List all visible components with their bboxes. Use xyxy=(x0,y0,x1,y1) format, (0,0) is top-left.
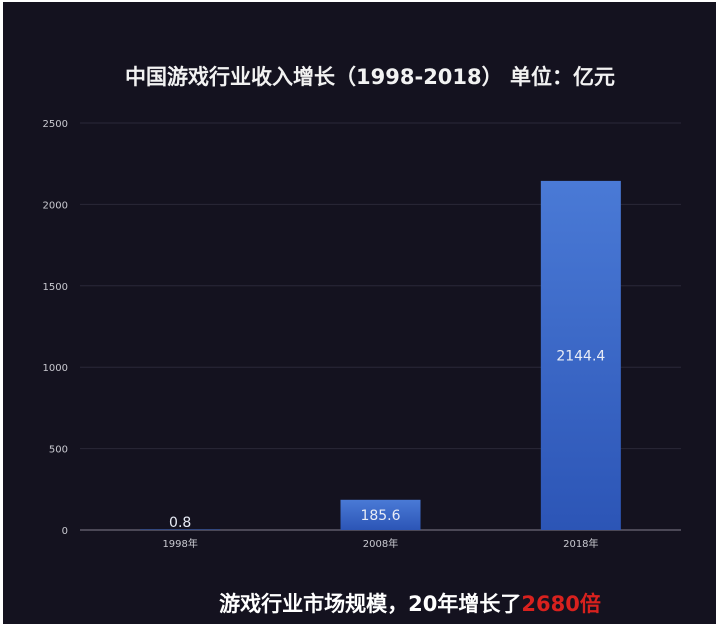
y-tick-label: 0 xyxy=(62,526,68,537)
data-label: 185.6 xyxy=(360,508,400,524)
x-tick-label: 1998年 xyxy=(162,537,197,550)
data-labels: 0.8 185.6 2144.4 xyxy=(169,348,605,531)
caption-main: 游戏行业市场规模，20年增长了 xyxy=(219,592,521,616)
bar-chart: 中国游戏行业收入增长（1998-2018） 单位：亿元 0 500 1000 1500… xyxy=(43,65,681,616)
bar-2 xyxy=(540,180,621,531)
data-label: 0.8 xyxy=(169,515,191,531)
y-tick-label: 2500 xyxy=(43,119,68,130)
y-tick-label: 1000 xyxy=(43,363,68,374)
caption: 游戏行业市场规模，20年增长了2680倍 xyxy=(219,592,601,616)
caption-highlight: 2680倍 xyxy=(521,592,600,616)
data-label: 2144.4 xyxy=(556,348,605,364)
y-axis-ticks: 0 500 1000 1500 2000 2500 xyxy=(43,119,68,537)
chart-title: 中国游戏行业收入增长（1998-2018） 单位：亿元 xyxy=(125,65,615,89)
y-tick-label: 500 xyxy=(49,445,68,456)
y-tick-label: 2000 xyxy=(43,200,68,211)
x-tick-label: 2008年 xyxy=(363,537,398,550)
x-tick-label: 2018年 xyxy=(563,537,598,550)
y-tick-label: 1500 xyxy=(43,282,68,293)
bars xyxy=(140,180,621,531)
chart-panel: 中国游戏行业收入增长（1998-2018） 单位：亿元 0 500 1000 1500… xyxy=(3,2,716,624)
x-axis-ticks: 1998年 2008年 2018年 xyxy=(162,537,598,550)
bar-1 xyxy=(340,499,421,530)
bar-0 xyxy=(140,529,221,530)
